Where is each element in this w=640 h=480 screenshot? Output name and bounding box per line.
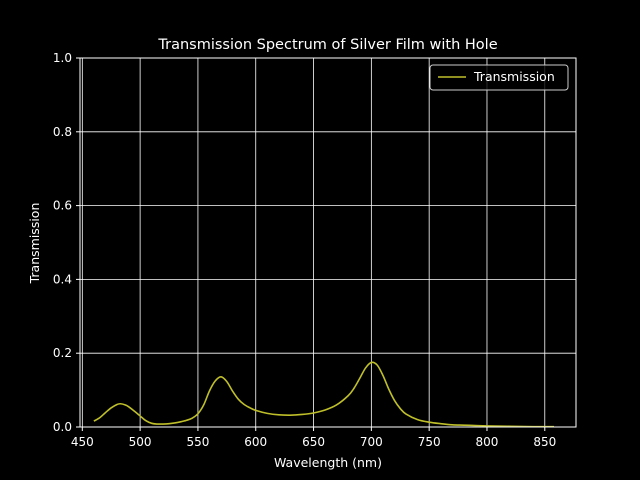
series-layer [93,361,555,428]
x-axis-ticks: 450 500 550 600 650 700 750 800 850 [71,427,556,449]
legend-label: Transmission [473,69,555,84]
x-tick-label: 800 [476,435,499,449]
y-tick-label: 0.8 [53,125,72,139]
y-tick-label: 0.6 [53,199,72,213]
y-axis-ticks: 0.0 0.2 0.4 0.6 0.8 1.0 [53,51,80,434]
x-axis-label: Wavelength (nm) [274,455,382,470]
y-tick-label: 0.0 [53,420,72,434]
x-tick-label: 700 [360,435,383,449]
y-tick-label: 0.4 [53,272,72,286]
x-tick-label: 850 [533,435,556,449]
chart-title: Transmission Spectrum of Silver Film wit… [157,37,497,53]
x-tick-label: 750 [418,435,441,449]
y-tick-label: 0.2 [53,346,72,360]
x-tick-label: 450 [71,435,94,449]
legend-box [429,64,569,91]
plot-frame [79,57,577,428]
x-tick-label: 500 [129,435,152,449]
y-axis-label: Transmission [27,203,42,285]
x-tick-label: 550 [186,435,209,449]
series-line [93,361,555,428]
legend: Transmission [429,64,569,91]
x-tick-label: 600 [244,435,267,449]
x-tick-label: 650 [302,435,325,449]
y-tick-label: 1.0 [53,51,72,65]
grid [80,57,576,428]
